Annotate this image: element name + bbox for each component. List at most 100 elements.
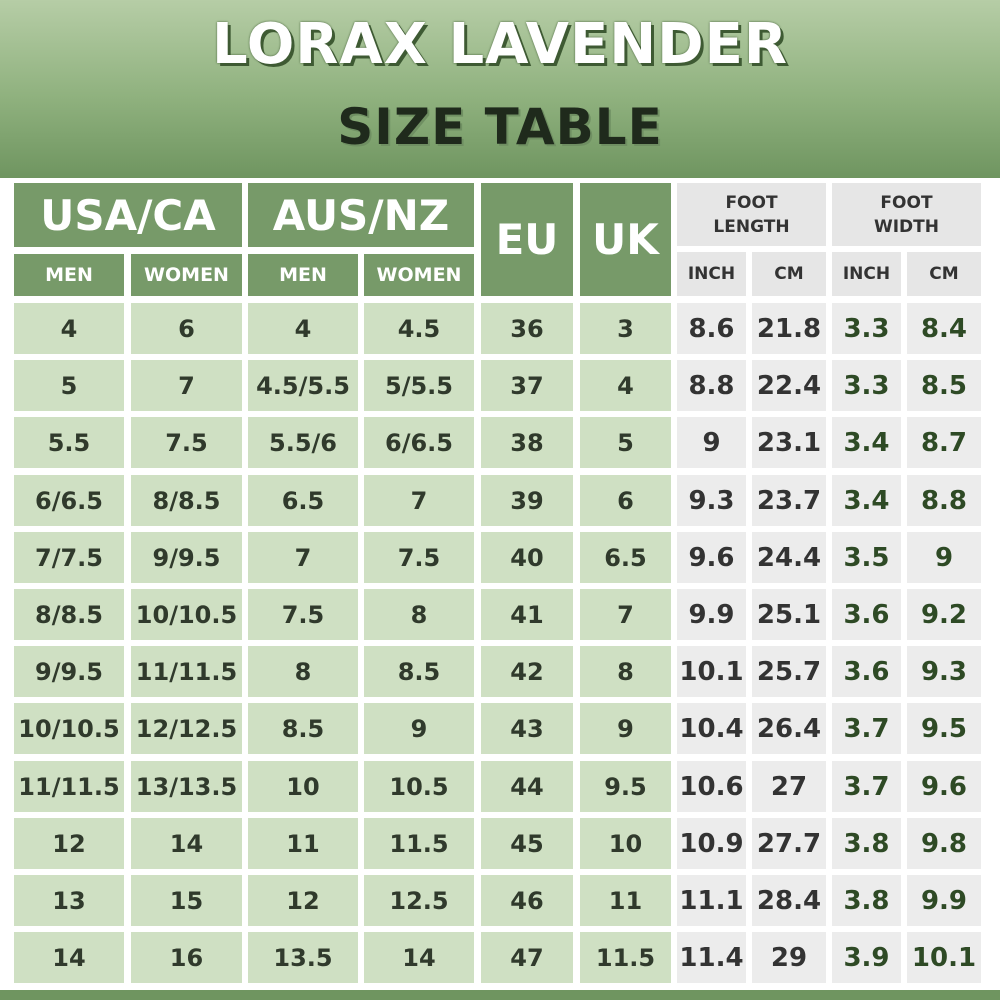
cell-width-cm: 9.3: [907, 646, 981, 697]
cell-aus-men: 10: [248, 761, 358, 812]
cell-eu: 47: [481, 932, 573, 983]
cell-length-inch: 9.3: [677, 475, 746, 526]
cell-eu: 45: [481, 818, 573, 869]
cell-length-cm: 27.7: [752, 818, 826, 869]
cell-aus-men: 8: [248, 646, 358, 697]
cell-usa-women: 12/12.5: [131, 703, 242, 754]
cell-length-cm: 23.7: [752, 475, 826, 526]
cell-length-inch: 8.8: [677, 360, 746, 411]
cell-aus-women: 4.5: [364, 303, 474, 354]
header-length-inch: INCH: [677, 252, 746, 296]
cell-length-inch: 10.4: [677, 703, 746, 754]
cell-aus-men: 7: [248, 532, 358, 583]
header-usa-ca: USA/CA: [14, 183, 242, 247]
cell-width-cm: 9.5: [907, 703, 981, 754]
cell-uk: 11.5: [580, 932, 671, 983]
cell-width-cm: 9: [907, 532, 981, 583]
cell-aus-women: 7: [364, 475, 474, 526]
cell-aus-men: 7.5: [248, 589, 358, 640]
cell-eu: 42: [481, 646, 573, 697]
page-subtitle: SIZE TABLE: [337, 98, 663, 156]
cell-width-inch: 3.6: [832, 646, 901, 697]
cell-aus-women: 6/6.5: [364, 417, 474, 468]
cell-usa-women: 7.5: [131, 417, 242, 468]
cell-width-inch: 3.9: [832, 932, 901, 983]
header-foot-length: FOOT LENGTH: [677, 183, 826, 246]
cell-aus-men: 4: [248, 303, 358, 354]
cell-length-cm: 23.1: [752, 417, 826, 468]
cell-usa-men: 13: [14, 875, 124, 926]
cell-usa-women: 8/8.5: [131, 475, 242, 526]
cell-length-inch: 9.6: [677, 532, 746, 583]
cell-eu: 37: [481, 360, 573, 411]
page-title: LORAX LAVENDER: [212, 12, 788, 77]
cell-usa-men: 11/11.5: [14, 761, 124, 812]
cell-length-inch: 10.6: [677, 761, 746, 812]
cell-uk: 7: [580, 589, 671, 640]
cell-usa-men: 10/10.5: [14, 703, 124, 754]
cell-uk: 10: [580, 818, 671, 869]
cell-usa-women: 14: [131, 818, 242, 869]
cell-length-inch: 8.6: [677, 303, 746, 354]
cell-eu: 39: [481, 475, 573, 526]
cell-usa-men: 6/6.5: [14, 475, 124, 526]
header-aus-nz: AUS/NZ: [248, 183, 474, 247]
cell-eu: 44: [481, 761, 573, 812]
cell-length-inch: 11.4: [677, 932, 746, 983]
cell-aus-men: 6.5: [248, 475, 358, 526]
cell-aus-men: 11: [248, 818, 358, 869]
cell-usa-men: 7/7.5: [14, 532, 124, 583]
cell-eu: 36: [481, 303, 573, 354]
cell-uk: 9.5: [580, 761, 671, 812]
cell-usa-women: 11/11.5: [131, 646, 242, 697]
cell-aus-women: 11.5: [364, 818, 474, 869]
cell-width-inch: 3.8: [832, 818, 901, 869]
cell-aus-men: 5.5/6: [248, 417, 358, 468]
cell-length-cm: 25.1: [752, 589, 826, 640]
cell-usa-women: 13/13.5: [131, 761, 242, 812]
cell-uk: 3: [580, 303, 671, 354]
cell-eu: 40: [481, 532, 573, 583]
cell-length-cm: 22.4: [752, 360, 826, 411]
cell-usa-women: 16: [131, 932, 242, 983]
cell-width-cm: 8.5: [907, 360, 981, 411]
cell-aus-men: 4.5/5.5: [248, 360, 358, 411]
cell-uk: 4: [580, 360, 671, 411]
cell-eu: 46: [481, 875, 573, 926]
cell-width-cm: 8.7: [907, 417, 981, 468]
cell-length-cm: 21.8: [752, 303, 826, 354]
cell-usa-men: 4: [14, 303, 124, 354]
cell-aus-women: 9: [364, 703, 474, 754]
cell-width-cm: 10.1: [907, 932, 981, 983]
cell-width-inch: 3.4: [832, 417, 901, 468]
cell-aus-women: 10.5: [364, 761, 474, 812]
cell-width-cm: 9.8: [907, 818, 981, 869]
cell-length-cm: 29: [752, 932, 826, 983]
header-foot-width: FOOT WIDTH: [832, 183, 981, 246]
cell-width-cm: 8.8: [907, 475, 981, 526]
cell-usa-men: 9/9.5: [14, 646, 124, 697]
cell-width-cm: 9.6: [907, 761, 981, 812]
cell-usa-men: 12: [14, 818, 124, 869]
cell-aus-women: 14: [364, 932, 474, 983]
cell-width-cm: 9.2: [907, 589, 981, 640]
cell-uk: 11: [580, 875, 671, 926]
cell-aus-women: 8.5: [364, 646, 474, 697]
header-length-cm: CM: [752, 252, 826, 296]
cell-aus-women: 5/5.5: [364, 360, 474, 411]
cell-length-inch: 10.1: [677, 646, 746, 697]
cell-length-inch: 9: [677, 417, 746, 468]
cell-uk: 8: [580, 646, 671, 697]
header-aus-women: WOMEN: [364, 254, 474, 296]
cell-length-inch: 10.9: [677, 818, 746, 869]
cell-aus-women: 12.5: [364, 875, 474, 926]
cell-width-cm: 9.9: [907, 875, 981, 926]
cell-usa-men: 5.5: [14, 417, 124, 468]
cell-width-inch: 3.7: [832, 703, 901, 754]
cell-width-inch: 3.5: [832, 532, 901, 583]
cell-length-cm: 26.4: [752, 703, 826, 754]
cell-width-cm: 8.4: [907, 303, 981, 354]
cell-length-cm: 25.7: [752, 646, 826, 697]
cell-uk: 6: [580, 475, 671, 526]
cell-width-inch: 3.3: [832, 303, 901, 354]
